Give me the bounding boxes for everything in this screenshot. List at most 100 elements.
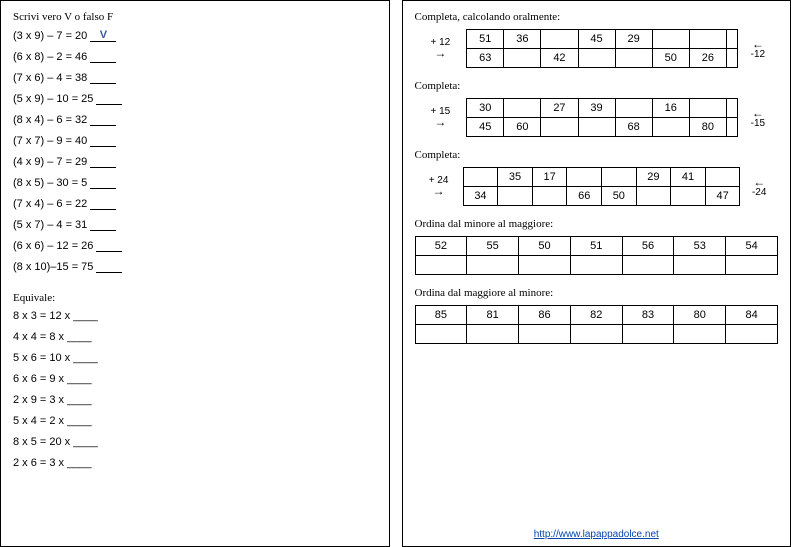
vf-item: (7 x 7) – 9 = 40 (13, 135, 377, 147)
cell[interactable] (463, 168, 498, 187)
cell[interactable] (467, 256, 519, 275)
cell[interactable] (689, 99, 726, 118)
cell[interactable] (567, 168, 602, 187)
vf-item: (6 x 8) – 2 = 46 (13, 51, 377, 63)
vf-expression: (8 x 5) – 30 = 5 (13, 177, 90, 189)
cell: 68 (615, 118, 652, 137)
vf-answer-slot[interactable] (90, 146, 116, 147)
cell[interactable] (519, 256, 571, 275)
cell[interactable] (615, 99, 652, 118)
cell: 30 (467, 99, 504, 118)
right-page: Completa, calcolando oralmente: + 125136… (402, 0, 791, 547)
cell: 27 (541, 99, 578, 118)
cell[interactable] (652, 118, 689, 137)
cell[interactable] (652, 30, 689, 49)
worksheet-container: Scrivi vero V o falso F (3 x 9) – 7 = 20… (0, 0, 791, 547)
cell[interactable] (532, 187, 567, 206)
vf-item: (8 x 4) – 6 = 32 (13, 114, 377, 126)
cell[interactable] (415, 256, 467, 275)
vf-answer-slot[interactable] (96, 251, 122, 252)
cell[interactable] (541, 30, 578, 49)
op-left-2: + 15 (415, 99, 467, 137)
op-right: -24 (740, 168, 778, 206)
cell[interactable] (519, 325, 571, 344)
cell[interactable] (726, 99, 737, 118)
cell[interactable] (622, 325, 674, 344)
vf-answer-slot[interactable] (90, 167, 116, 168)
cell: 16 (652, 99, 689, 118)
cell: 50 (602, 187, 637, 206)
table-3: + 2435172941-24 34665047 (415, 167, 779, 206)
cell[interactable] (726, 118, 737, 137)
eq-list: 8 x 3 = 12 x ____4 x 4 = 8 x ____5 x 6 =… (13, 310, 377, 469)
vf-expression: (7 x 6) – 4 = 38 (13, 72, 90, 84)
cell[interactable] (602, 168, 637, 187)
vf-expression: (6 x 6) – 12 = 26 (13, 240, 96, 252)
vf-answer-slot[interactable] (90, 125, 116, 126)
op-left-3: + 24 (415, 168, 464, 206)
cell[interactable] (726, 325, 778, 344)
op-right: -15 (737, 99, 778, 137)
cell[interactable] (541, 118, 578, 137)
eq-item: 2 x 6 = 3 x ____ (13, 457, 377, 469)
cell[interactable] (705, 168, 740, 187)
cell[interactable] (622, 256, 674, 275)
cell: 85 (415, 306, 467, 325)
cell[interactable] (689, 30, 726, 49)
vf-item: (7 x 4) – 6 = 22 (13, 198, 377, 210)
cell: 45 (467, 118, 504, 137)
cell: 66 (567, 187, 602, 206)
cell[interactable] (674, 325, 726, 344)
vf-expression: (3 x 9) – 7 = 20 (13, 30, 90, 42)
vf-expression: (5 x 7) – 4 = 31 (13, 219, 90, 231)
vf-item: (3 x 9) – 7 = 20 V (13, 29, 377, 42)
vf-item: (5 x 9) – 10 = 25 (13, 93, 377, 105)
vf-answer-slot[interactable] (96, 272, 122, 273)
vf-answer-slot[interactable]: V (90, 29, 116, 42)
cell: 50 (519, 237, 571, 256)
cell[interactable] (636, 187, 671, 206)
cell: 50 (652, 49, 689, 68)
cell[interactable] (504, 99, 541, 118)
vf-item: (5 x 7) – 4 = 31 (13, 219, 377, 231)
vf-answer-slot[interactable] (90, 209, 116, 210)
op-left-1: + 12 (415, 30, 467, 68)
cell[interactable] (578, 118, 615, 137)
table-4: 52555051565354 (415, 236, 779, 275)
cell[interactable] (726, 256, 778, 275)
cell[interactable] (674, 256, 726, 275)
cell[interactable] (467, 325, 519, 344)
cell[interactable] (578, 49, 615, 68)
cell[interactable] (570, 325, 622, 344)
vf-item: (4 x 9) – 7 = 29 (13, 156, 377, 168)
vf-answer-slot[interactable] (90, 62, 116, 63)
vf-expression: (7 x 7) – 9 = 40 (13, 135, 90, 147)
cell: 35 (498, 168, 533, 187)
vf-title: Scrivi vero V o falso F (13, 11, 377, 23)
t2-title: Completa: (415, 80, 779, 92)
table-2: + 1530273916-15 45606880 (415, 98, 779, 137)
footer-link[interactable]: http://www.lapappadolce.net (534, 529, 659, 540)
cell: 41 (671, 168, 706, 187)
cell: 80 (689, 118, 726, 137)
cell[interactable] (570, 256, 622, 275)
vf-answer-slot[interactable] (96, 104, 122, 105)
cell: 56 (622, 237, 674, 256)
cell[interactable] (504, 49, 541, 68)
cell[interactable] (498, 187, 533, 206)
cell[interactable] (415, 325, 467, 344)
vf-answer-slot[interactable] (90, 230, 116, 231)
cell[interactable] (726, 30, 737, 49)
vf-answer-slot[interactable] (90, 83, 116, 84)
eq-item: 5 x 6 = 10 x ____ (13, 352, 377, 364)
cell[interactable] (726, 49, 737, 68)
cell: 45 (578, 30, 615, 49)
op-right: -12 (737, 30, 778, 68)
left-page: Scrivi vero V o falso F (3 x 9) – 7 = 20… (0, 0, 390, 547)
cell: 39 (578, 99, 615, 118)
vf-answer-slot[interactable] (90, 188, 116, 189)
cell: 36 (504, 30, 541, 49)
vf-expression: (4 x 9) – 7 = 29 (13, 156, 90, 168)
cell[interactable] (615, 49, 652, 68)
cell[interactable] (671, 187, 706, 206)
